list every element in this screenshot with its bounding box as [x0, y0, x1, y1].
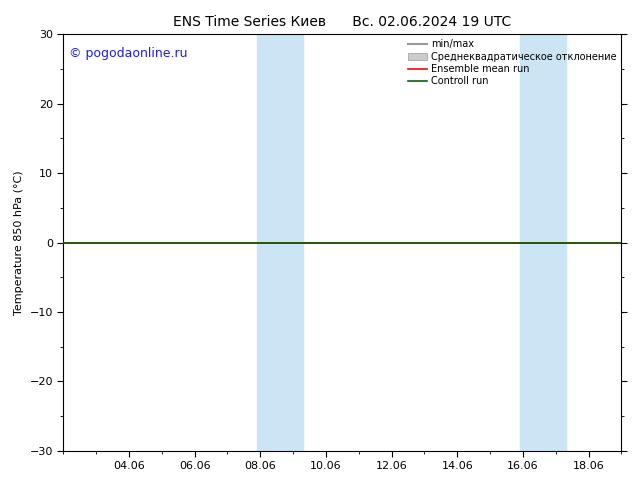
Text: © pogodaonline.ru: © pogodaonline.ru — [69, 47, 188, 60]
Bar — [520, 34, 540, 451]
Bar — [257, 34, 276, 451]
Legend: min/max, Среднеквадратическое отклонение, Ensemble mean run, Controll run: min/max, Среднеквадратическое отклонение… — [406, 37, 618, 88]
Bar — [276, 34, 303, 451]
Y-axis label: Temperature 850 hPa (°C): Temperature 850 hPa (°C) — [14, 170, 24, 315]
Title: ENS Time Series Киев      Вс. 02.06.2024 19 UTC: ENS Time Series Киев Вс. 02.06.2024 19 U… — [173, 15, 512, 29]
Bar — [540, 34, 566, 451]
